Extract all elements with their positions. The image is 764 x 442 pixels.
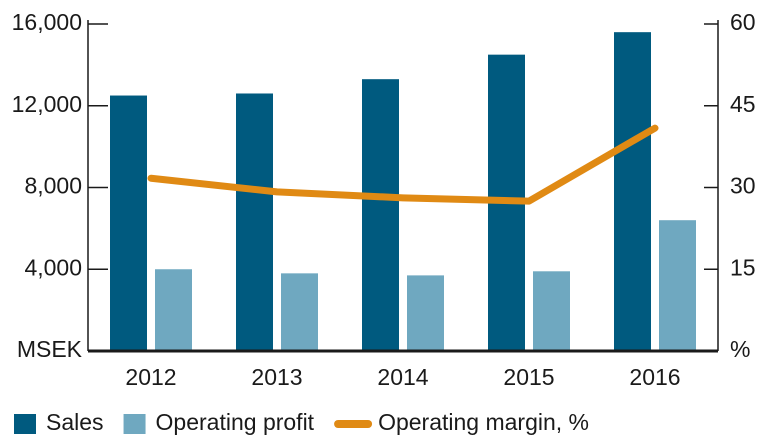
y2-tick-label: 15 (730, 254, 756, 280)
bar (614, 32, 651, 352)
x-tick-label: 2012 (125, 364, 176, 390)
bar (110, 95, 147, 351)
legend-swatch (14, 414, 36, 434)
x-tick-label: 2015 (503, 364, 554, 390)
y-tick-label: 12,000 (12, 91, 82, 117)
y-tick-label: MSEK (17, 336, 83, 362)
y-tick-label: 4,000 (24, 254, 82, 280)
y2-tick-label: 60 (730, 9, 756, 35)
bar (155, 269, 192, 351)
bar (407, 275, 444, 351)
legend-swatch (123, 414, 146, 434)
legend-label: Operating profit (156, 409, 315, 435)
x-tick-label: 2013 (251, 364, 302, 390)
y2-tick-label: 45 (730, 91, 756, 117)
bar (281, 273, 318, 351)
legend-label: Operating margin, % (378, 409, 589, 435)
legend-label: Sales (46, 409, 104, 435)
y2-tick-label: % (730, 336, 750, 362)
bar (362, 79, 399, 352)
bar (533, 271, 570, 351)
bar (236, 93, 273, 352)
x-tick-label: 2014 (377, 364, 428, 390)
y2-tick-label: 30 (730, 173, 756, 199)
y-tick-label: 16,000 (12, 9, 82, 35)
y-tick-label: 8,000 (24, 173, 82, 199)
bar (659, 220, 696, 351)
line (147, 124, 659, 205)
x-tick-label: 2016 (629, 364, 680, 390)
